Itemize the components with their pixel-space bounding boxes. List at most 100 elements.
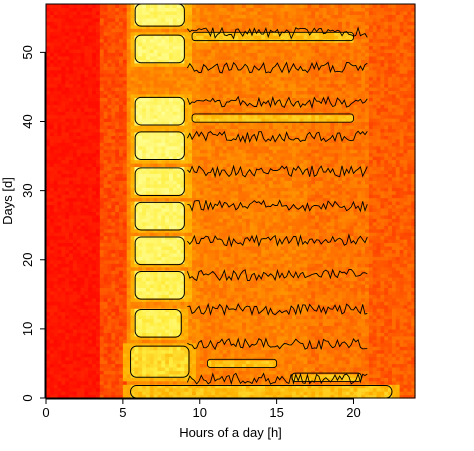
heatmap-cell: [249, 370, 255, 375]
heatmap-cell: [276, 242, 282, 247]
heatmap-cell: [380, 387, 385, 392]
heatmap-cell: [165, 339, 170, 344]
heatmap-cell: [384, 349, 389, 354]
heatmap-cell: [376, 301, 381, 306]
heatmap-cell: [292, 325, 297, 330]
heatmap-cell: [126, 259, 132, 264]
heatmap-cell: [292, 380, 297, 385]
heatmap-cell: [311, 252, 316, 257]
heatmap-cell: [95, 387, 101, 392]
heatmap-cell: [238, 218, 243, 223]
heatmap-cell: [234, 287, 239, 292]
heatmap-cell: [345, 242, 351, 247]
heatmap-cell: [49, 277, 55, 282]
heatmap-cell: [126, 266, 132, 271]
heatmap-cell: [207, 232, 212, 237]
heatmap-cell: [361, 335, 366, 340]
heatmap-cell: [149, 394, 155, 399]
heatmap-cell: [119, 232, 124, 237]
heatmap-cell: [149, 287, 155, 292]
heatmap-cell: [242, 297, 247, 302]
heatmap-cell: [111, 239, 116, 244]
heatmap-cell: [249, 290, 255, 295]
heatmap-cell: [234, 221, 239, 226]
heatmap-cell: [372, 315, 378, 320]
heatmap-cell: [311, 315, 316, 320]
heatmap-cell: [103, 228, 109, 233]
heatmap-cell: [295, 239, 301, 244]
heatmap-cell: [368, 283, 374, 289]
heatmap-cell: [138, 342, 143, 347]
heatmap-cell: [126, 349, 132, 354]
heatmap-cell: [341, 346, 347, 351]
heatmap-cell: [265, 335, 270, 340]
heatmap-cell: [192, 370, 197, 375]
heatmap-cell: [322, 280, 328, 285]
heatmap-cell: [222, 394, 228, 399]
heatmap-cell: [153, 349, 159, 354]
heatmap-cell: [334, 290, 339, 295]
heatmap-cell: [299, 339, 305, 344]
heatmap-cell: [153, 370, 159, 375]
heatmap-cell: [80, 270, 86, 275]
heatmap-cell: [303, 225, 308, 230]
heatmap-cell: [292, 290, 297, 295]
heatmap-cell: [65, 245, 70, 250]
heatmap-cell: [365, 370, 370, 375]
heatmap-cell: [265, 301, 270, 306]
heatmap-cell: [122, 325, 128, 330]
heatmap-cell: [411, 256, 416, 261]
heatmap-cell: [184, 263, 189, 268]
heatmap-cell: [384, 321, 389, 327]
heatmap-cell: [238, 363, 243, 368]
heatmap-cell: [95, 391, 101, 396]
heatmap-cell: [261, 356, 266, 361]
heatmap-cell: [218, 232, 224, 237]
heatmap-cell: [257, 318, 262, 323]
heatmap-cell: [211, 356, 216, 361]
heatmap-cell: [88, 335, 93, 340]
heatmap-cell: [261, 263, 266, 268]
heatmap-cell: [292, 277, 297, 282]
heatmap-cell: [211, 283, 216, 289]
heatmap-cell: [188, 363, 193, 368]
heatmap-cell: [403, 387, 408, 392]
heatmap-cell: [411, 259, 416, 264]
heatmap-cell: [357, 321, 362, 327]
heatmap-cell: [299, 318, 305, 323]
heatmap-cell: [199, 249, 205, 254]
heatmap-cell: [130, 318, 135, 323]
heatmap-cell: [176, 256, 182, 261]
heatmap-cell: [334, 280, 339, 285]
heatmap-cell: [61, 235, 66, 240]
heatmap-cell: [357, 387, 362, 392]
heatmap-cell: [307, 232, 312, 237]
heatmap-cell: [49, 232, 55, 237]
heatmap-cell: [46, 394, 51, 399]
heatmap-cell: [111, 321, 116, 327]
heatmap-cell: [368, 311, 374, 316]
heatmap-cell: [242, 225, 247, 230]
heatmap-cell: [72, 315, 78, 320]
heatmap-cell: [92, 245, 97, 250]
heatmap-cell: [376, 363, 381, 368]
heatmap-cell: [199, 391, 205, 396]
heatmap-cell: [245, 270, 251, 275]
heatmap-cell: [349, 318, 355, 323]
heatmap-cell: [238, 294, 243, 299]
heatmap-cell: [334, 384, 339, 389]
heatmap-cell: [161, 245, 166, 250]
heatmap-cell: [407, 239, 412, 244]
heatmap-cell: [234, 370, 239, 375]
heatmap-cell: [253, 391, 258, 396]
heatmap-cell: [380, 221, 385, 226]
heatmap-cell: [249, 339, 255, 344]
heatmap-cell: [199, 318, 205, 323]
heatmap-cell: [222, 242, 228, 247]
heatmap-cell: [222, 315, 228, 320]
heatmap-cell: [345, 311, 351, 316]
heatmap-cell: [253, 356, 258, 361]
heatmap-cell: [307, 290, 312, 295]
heatmap-cell: [395, 363, 401, 368]
heatmap-cell: [95, 245, 101, 250]
